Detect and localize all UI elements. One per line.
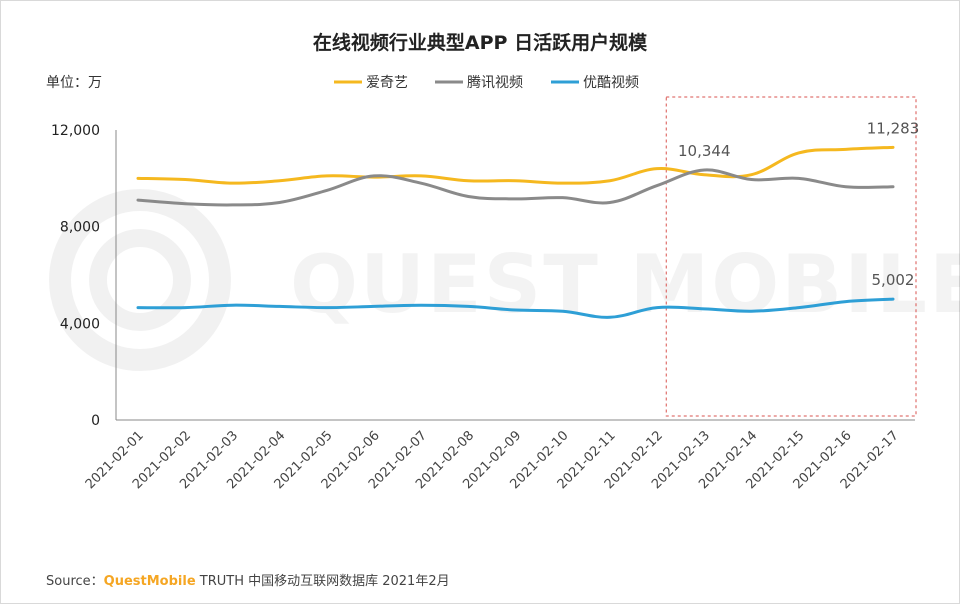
data-label: 11,283 bbox=[867, 119, 920, 137]
legend-label: 腾讯视频 bbox=[467, 74, 523, 91]
source-prefix: Source： bbox=[46, 574, 104, 589]
highlight-rect bbox=[665, 96, 917, 417]
data-label: 10,344 bbox=[678, 142, 731, 160]
watermark-text: QUEST MOBILE bbox=[290, 238, 960, 331]
legend: 爱奇艺 腾讯视频 优酷视频 bbox=[334, 74, 639, 91]
source-suffix: TRUTH 中国移动互联网数据库 2021年2月 bbox=[195, 574, 450, 589]
source-brand: QuestMobile bbox=[103, 574, 196, 589]
watermark: QUEST MOBILE bbox=[49, 189, 960, 371]
series-line-1 bbox=[136, 168, 895, 207]
series-line-2 bbox=[136, 297, 895, 319]
y-tick-label: 0 bbox=[91, 413, 100, 429]
y-tick-label: 4,000 bbox=[60, 316, 100, 332]
data-labels: 10,344 11,283 5,002 bbox=[678, 119, 919, 289]
unit-label: 单位：万 bbox=[46, 75, 102, 91]
series-line-0 bbox=[136, 145, 895, 185]
y-tick-label: 12,000 bbox=[51, 123, 100, 139]
source-line: Source：QuestMobile TRUTH 中国移动互联网数据库 2021… bbox=[46, 570, 450, 589]
legend-label: 爱奇艺 bbox=[366, 74, 408, 91]
legend-label: 优酷视频 bbox=[583, 75, 639, 91]
highlight-box bbox=[665, 96, 917, 417]
data-label: 5,002 bbox=[872, 271, 915, 289]
chart-title: 在线视频行业典型APP 日活跃用户规模 bbox=[312, 32, 648, 54]
series-lines bbox=[136, 145, 895, 319]
y-tick-label: 8,000 bbox=[60, 220, 100, 236]
